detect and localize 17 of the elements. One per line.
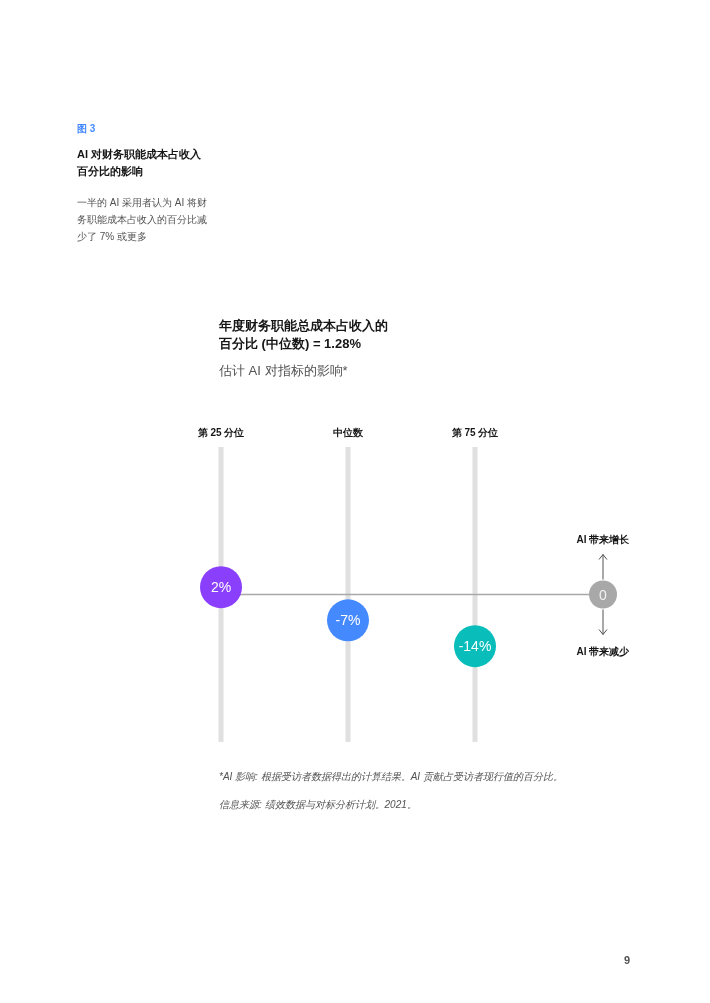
data-label: 2% — [210, 579, 232, 596]
data-label: -14% — [458, 638, 492, 655]
annotation: AI 带来减少 — [576, 645, 630, 657]
subtitle: 一半的 AI 采用者认为 AI 将财务职能成本占收入的百分比减少了 7% 或更多 — [77, 196, 208, 244]
data-label: -7% — [335, 612, 361, 629]
annotation: 图 3 — [77, 122, 96, 136]
category-label: 中位数 — [333, 427, 363, 438]
annotation: 估计 AI 对指标的影响* — [219, 362, 348, 380]
ref-line-label: 0 — [599, 586, 607, 603]
annotation: 9 — [624, 954, 631, 966]
annotation: 信息来源: 绩效数据与对标分析计划。2021。 — [219, 798, 417, 812]
category-label: 第 75 分位 — [451, 427, 499, 438]
category-label: 第 25 分位 — [197, 427, 245, 438]
annotation: 年度财务职能总成本占收入的百分比 (中位数) = 1.28% — [219, 317, 389, 353]
annotation: AI 带来增长 — [576, 533, 630, 545]
title: AI 对财务职能成本占收入百分比的影响 — [77, 147, 203, 179]
annotation: *AI 影响: 根据受访者数据得出的计算结果。AI 贡献占受访者现行值的百分比。 — [219, 770, 563, 784]
